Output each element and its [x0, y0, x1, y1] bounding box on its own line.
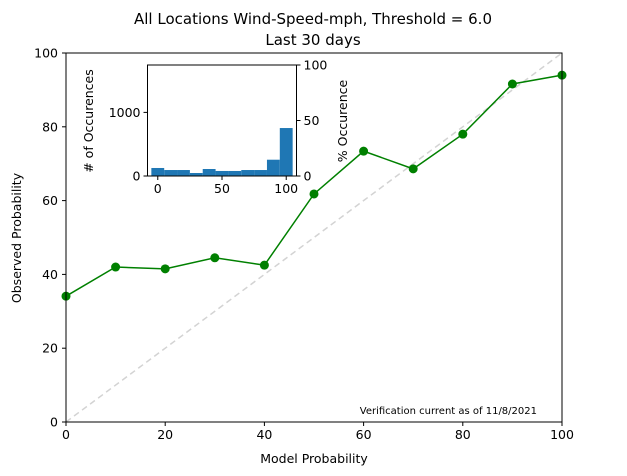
histogram-bar: [266, 159, 280, 176]
chart-subtitle: Last 30 days: [265, 31, 360, 49]
histogram-bar: [241, 170, 255, 176]
chart-title: All Locations Wind-Speed-mph, Threshold …: [134, 10, 492, 28]
verification-annotation: Verification current as of 11/8/2021: [360, 406, 537, 417]
data-point: [210, 253, 220, 263]
histogram-bar: [202, 169, 216, 176]
data-point: [111, 262, 121, 272]
x-tick-label: 0: [62, 427, 70, 442]
y-tick-label: 0: [50, 415, 58, 430]
y-tick-label: 60: [42, 193, 58, 208]
histogram-bar: [254, 170, 267, 176]
inset-y-tick-label: 0: [133, 169, 141, 184]
histogram-bar: [177, 170, 190, 176]
y-tick-label: 40: [42, 267, 58, 282]
data-point: [507, 79, 517, 89]
y-axis-label: Observed Probability: [9, 172, 24, 303]
x-tick-label: 60: [356, 427, 372, 442]
data-point: [408, 164, 418, 174]
inset-x-tick-label: 0: [154, 181, 162, 196]
x-tick-label: 20: [157, 427, 173, 442]
histogram-bar: [228, 170, 242, 176]
histogram-bar: [164, 170, 178, 176]
x-tick-label: 80: [455, 427, 471, 442]
inset-x-tick-label: 50: [214, 181, 230, 196]
y-tick-label: 100: [34, 46, 58, 61]
histogram-bar: [279, 128, 293, 176]
inset-right-tick-label: 50: [304, 113, 320, 128]
x-tick-label: 100: [550, 427, 574, 442]
histogram-bar: [215, 170, 229, 176]
inset-x-tick-label: 100: [274, 181, 298, 196]
inset-right-axis-label: % Occurence: [335, 79, 350, 162]
inset-background: [147, 65, 297, 176]
histogram-bar: [189, 173, 203, 176]
data-point: [359, 146, 369, 156]
histogram-bar: [151, 167, 165, 176]
inset-right-tick-label: 0: [304, 169, 312, 184]
data-point: [309, 189, 319, 199]
y-tick-label: 80: [42, 119, 58, 134]
data-point: [160, 264, 170, 274]
inset-y-tick-label: 1000: [109, 105, 141, 120]
inset-right-tick-label: 100: [304, 58, 328, 73]
data-point: [458, 129, 468, 139]
plot-frame: [65, 52, 563, 423]
x-axis-label: Model Probability: [260, 451, 368, 466]
inset-y-axis-label: # of Occurences: [81, 69, 96, 173]
data-point: [259, 260, 269, 270]
reference-diagonal-line: [65, 52, 563, 423]
y-tick-label: 20: [42, 341, 58, 356]
x-tick-label: 40: [256, 427, 272, 442]
